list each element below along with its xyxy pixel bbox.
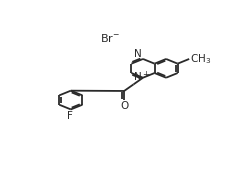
Text: N: N (134, 49, 142, 59)
Text: F: F (67, 111, 73, 121)
Text: +: + (142, 71, 148, 79)
Text: O: O (120, 101, 128, 112)
Text: N: N (134, 72, 142, 82)
Text: CH$_3$: CH$_3$ (190, 52, 210, 66)
Text: Br$^{-}$: Br$^{-}$ (100, 32, 119, 44)
